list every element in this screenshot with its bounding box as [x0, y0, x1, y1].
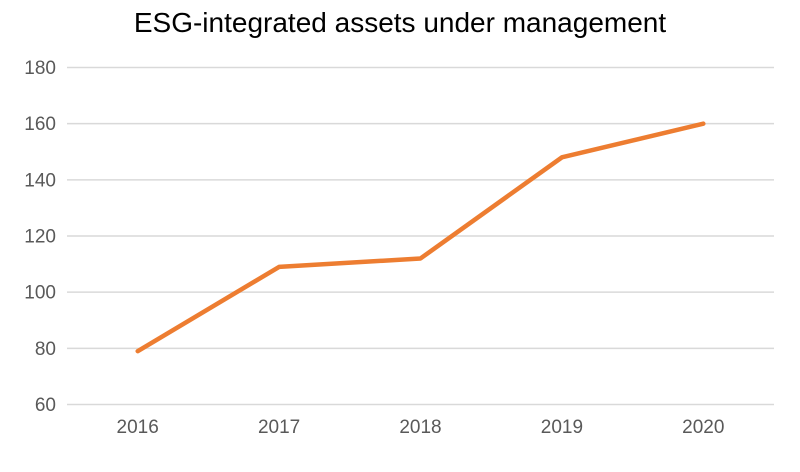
x-tick-label: 2016: [117, 417, 159, 438]
x-tick-label: 2019: [541, 417, 583, 438]
y-tick-label: 160: [24, 114, 56, 135]
y-tick-label: 120: [24, 227, 56, 248]
x-tick-label: 2020: [682, 417, 724, 438]
x-tick-label: 2017: [258, 417, 300, 438]
y-tick-label: 100: [24, 283, 56, 304]
data-line: [135, 121, 706, 354]
x-tick-label: 2018: [399, 417, 441, 438]
y-tick-label: 60: [35, 395, 56, 416]
y-tick-label: 80: [35, 339, 56, 360]
y-tick-label: 140: [24, 170, 56, 191]
chart-title: ESG-integrated assets under management: [133, 7, 667, 38]
y-tick-label: 180: [24, 58, 56, 79]
